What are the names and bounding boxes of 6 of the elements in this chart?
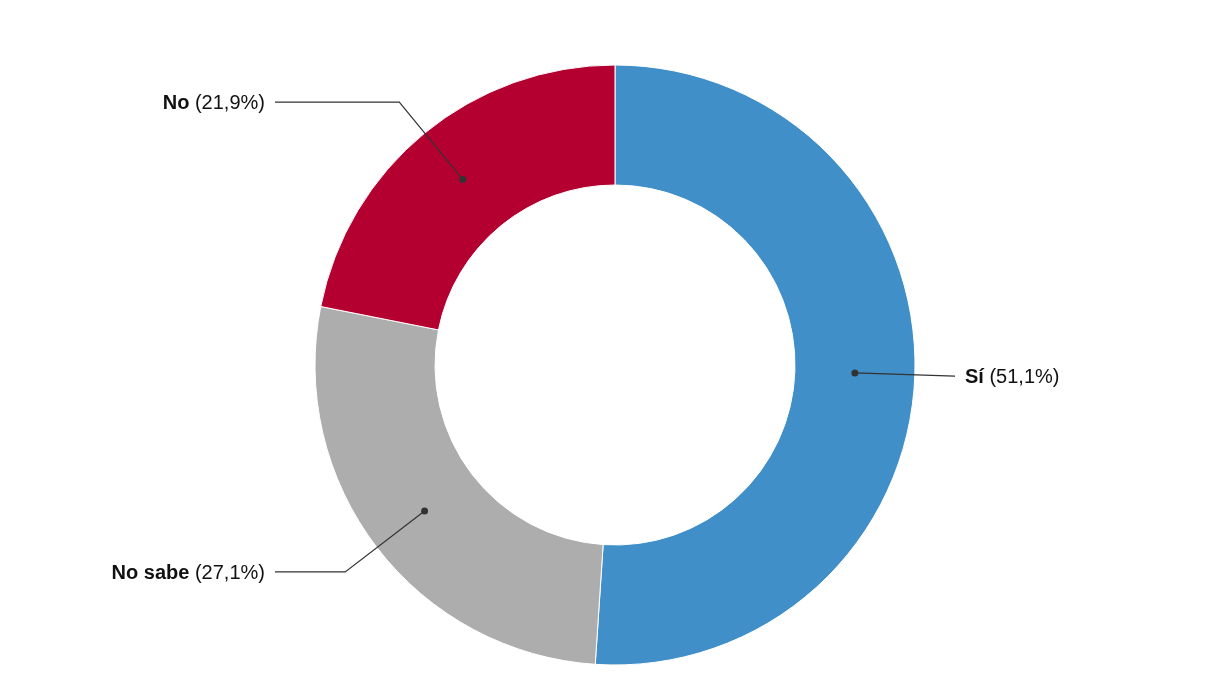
data-label: (51,1%) (983, 365, 1060, 388)
slice-label: No (162, 91, 190, 114)
slice-label: Sí (965, 365, 986, 388)
slice-label: No sabe (111, 560, 190, 583)
data-label: (27,1%) (189, 560, 265, 583)
data-label: (21,9%) (189, 91, 265, 114)
